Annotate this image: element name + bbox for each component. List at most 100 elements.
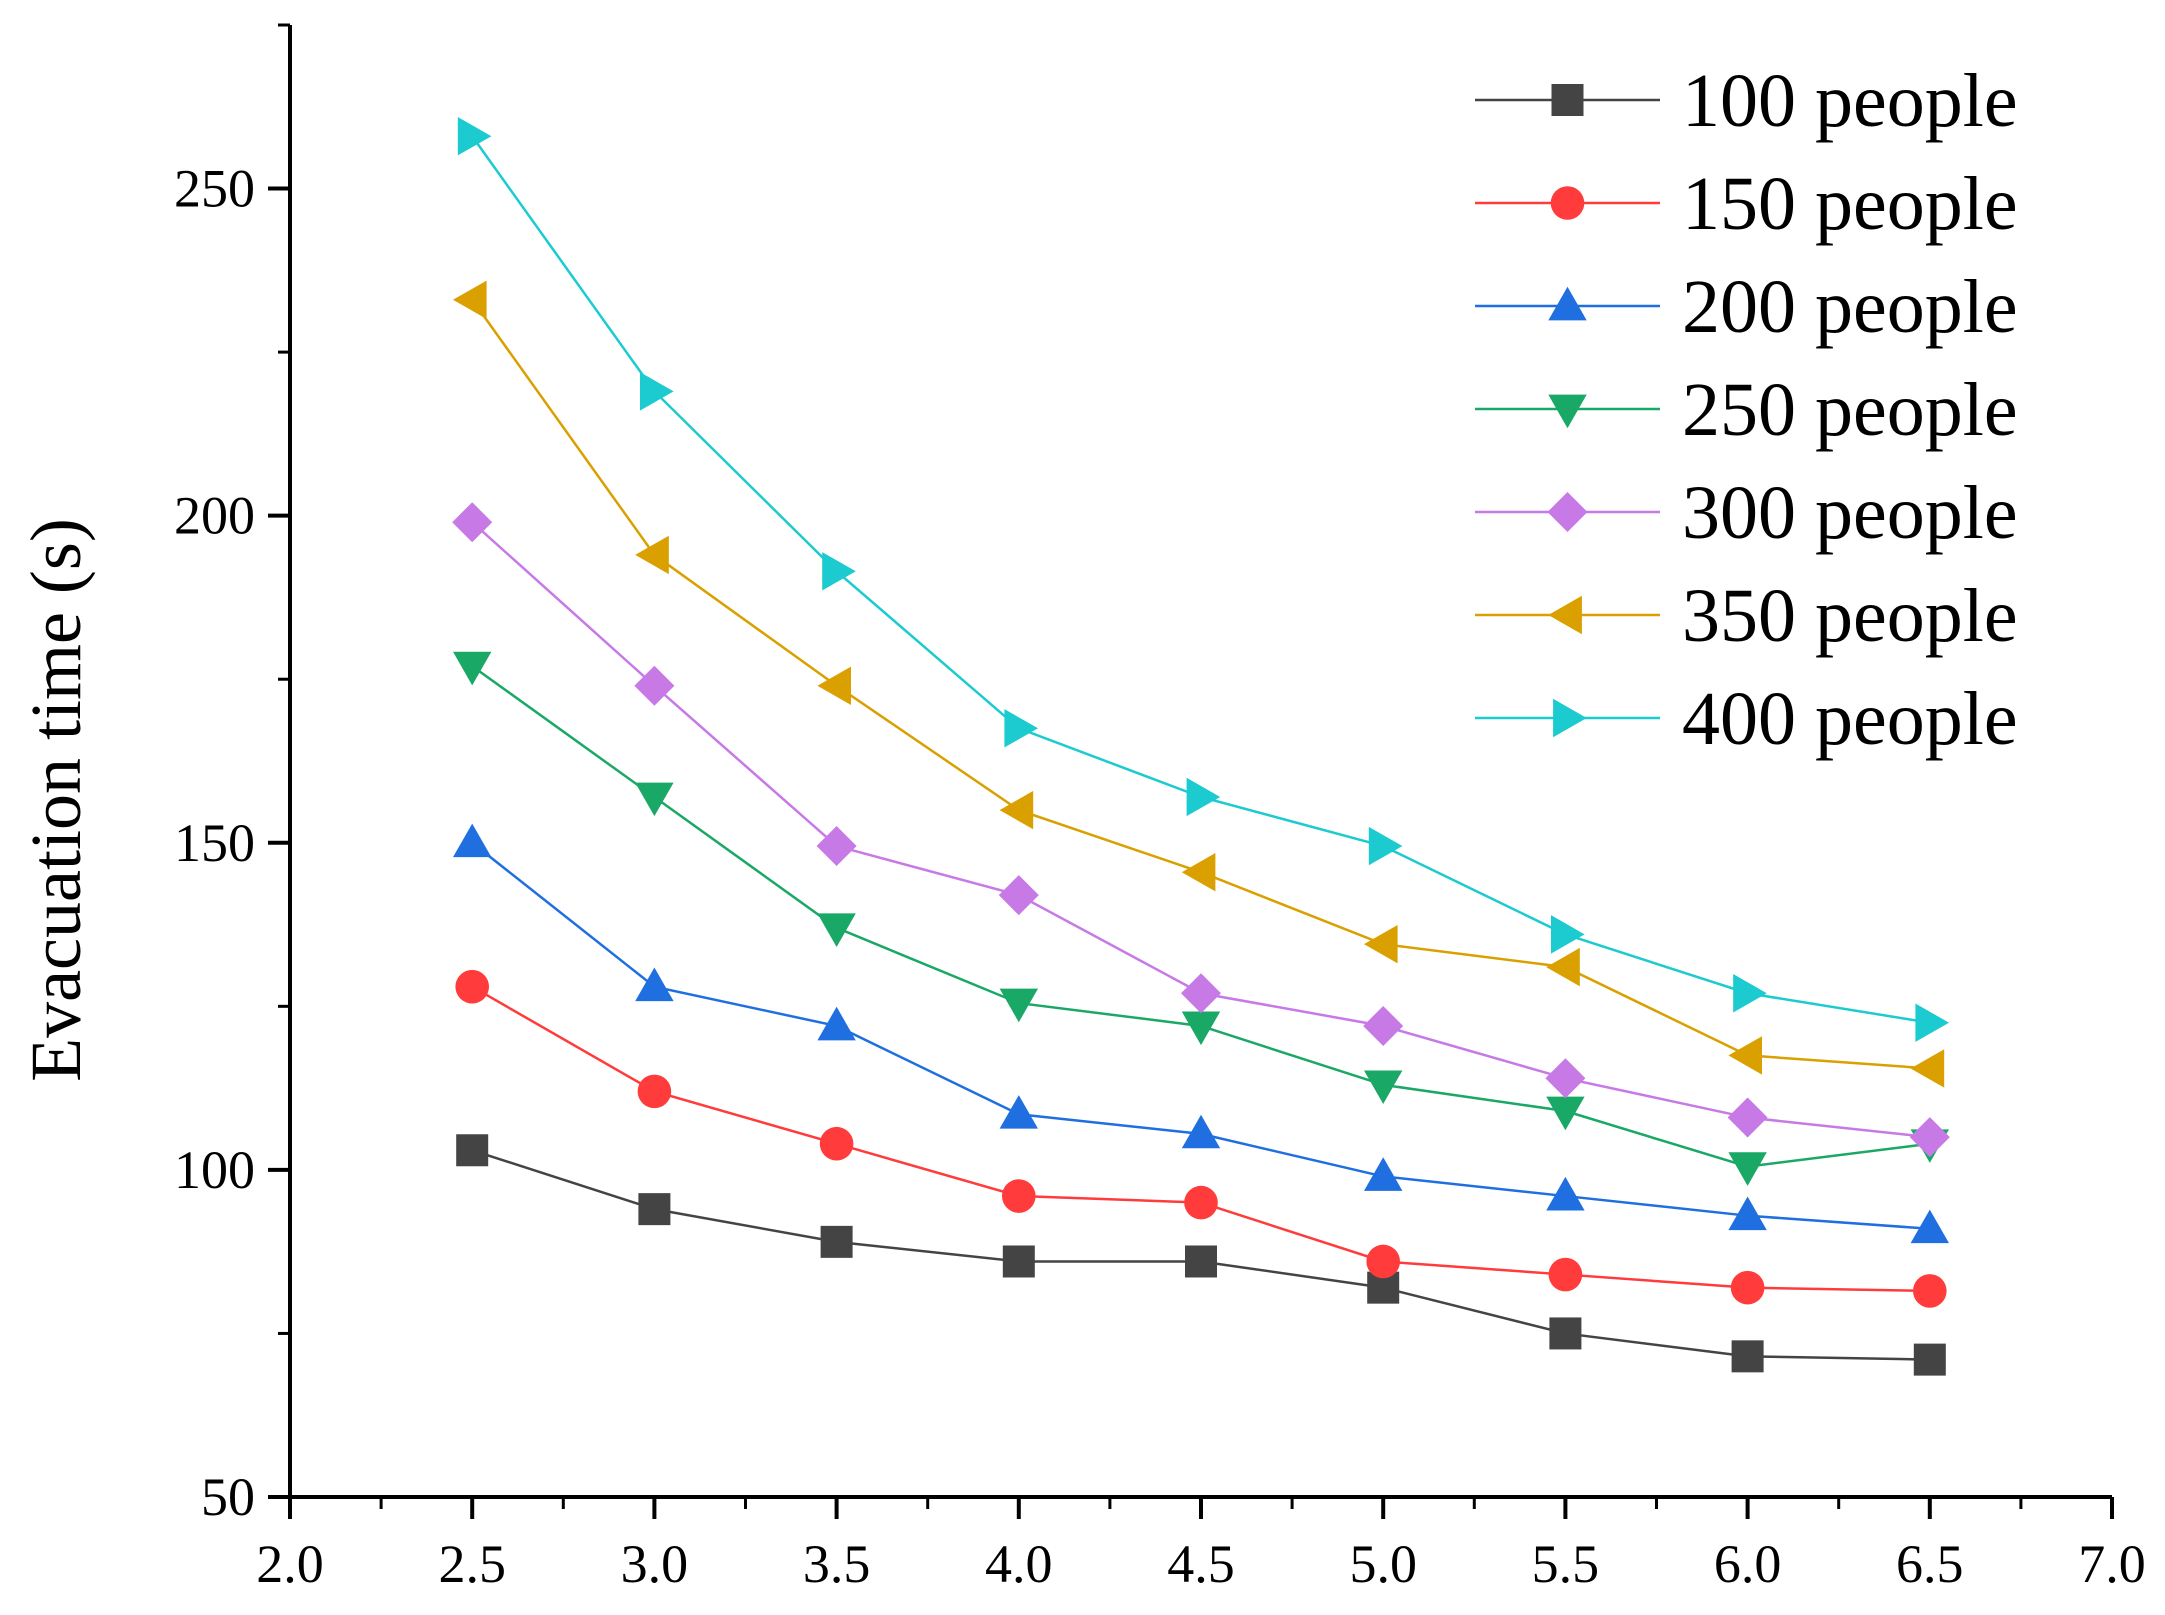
data-point bbox=[1002, 1245, 1035, 1278]
data-point bbox=[999, 790, 1034, 830]
legend-marker bbox=[1548, 595, 1582, 635]
data-point bbox=[1731, 1340, 1764, 1373]
data-point bbox=[1366, 1244, 1400, 1279]
data-point bbox=[817, 1006, 856, 1041]
legend-marker bbox=[1547, 492, 1588, 532]
data-point bbox=[820, 1225, 853, 1258]
axes: 2.0 2.5 3.0 3.5 4.0 4.5 5.0 5.5 6.0 6.5 7.0 50 100 15… bbox=[174, 23, 2146, 1594]
data-point bbox=[1733, 974, 1767, 1013]
y-tick-label: 100 bbox=[174, 1140, 255, 1200]
x-tick-label: 4.5 bbox=[1167, 1534, 1235, 1594]
data-point bbox=[1728, 1196, 1767, 1231]
data-point bbox=[635, 967, 674, 1002]
legend-item: 100 people bbox=[1475, 59, 2018, 143]
data-point bbox=[1002, 1179, 1036, 1213]
legend-marker bbox=[1550, 186, 1585, 220]
data-point bbox=[822, 552, 856, 591]
legend: 100 people 150 people 200 people 250 people… bbox=[1475, 59, 2018, 761]
legend-item: 200 people bbox=[1475, 265, 2018, 349]
data-point bbox=[1181, 1114, 1221, 1149]
legend-item: 400 people bbox=[1475, 677, 2018, 761]
data-point bbox=[1184, 1185, 1218, 1220]
data-point bbox=[1913, 1274, 1947, 1308]
data-point bbox=[816, 826, 857, 867]
data-point bbox=[1185, 1245, 1217, 1278]
data-point bbox=[1548, 1257, 1583, 1292]
data-point bbox=[640, 372, 674, 411]
data-point bbox=[634, 665, 675, 706]
data-point bbox=[998, 875, 1039, 916]
data-point bbox=[1545, 1058, 1586, 1099]
x-tick-label: 6.0 bbox=[1714, 1534, 1782, 1594]
legend-label: 350 people bbox=[1682, 574, 2018, 658]
data-point bbox=[1728, 1152, 1767, 1186]
y-tick-label: 150 bbox=[174, 813, 255, 873]
data-point bbox=[638, 1193, 671, 1226]
data-point bbox=[637, 1074, 672, 1109]
data-point bbox=[1727, 1097, 1768, 1138]
series-250-people bbox=[453, 651, 1949, 1186]
data-point bbox=[819, 1126, 854, 1161]
data-point bbox=[1546, 947, 1580, 987]
legend-label: 200 people bbox=[1682, 265, 2018, 349]
data-point bbox=[817, 666, 851, 705]
data-point bbox=[1728, 1036, 1762, 1075]
data-point bbox=[453, 651, 492, 686]
legend-item: 350 people bbox=[1475, 574, 2018, 658]
series-300-people bbox=[452, 502, 1950, 1158]
data-point bbox=[1546, 1176, 1585, 1211]
legend-marker bbox=[1548, 394, 1587, 429]
data-point bbox=[1546, 1096, 1585, 1131]
plot-area bbox=[452, 117, 1950, 1376]
data-point bbox=[1181, 973, 1221, 1014]
data-point bbox=[1909, 1117, 1950, 1158]
series-150-people bbox=[455, 969, 1947, 1308]
data-point bbox=[1364, 924, 1398, 964]
data-point bbox=[455, 969, 490, 1004]
data-point bbox=[1910, 1049, 1945, 1088]
y-tick-label: 200 bbox=[174, 486, 255, 546]
data-point bbox=[457, 117, 492, 156]
x-tick-label: 3.0 bbox=[621, 1534, 689, 1594]
data-point bbox=[1730, 1270, 1765, 1305]
legend-marker bbox=[1553, 698, 1587, 738]
data-point bbox=[456, 1134, 489, 1167]
legend-label: 400 people bbox=[1682, 677, 2018, 761]
data-point bbox=[453, 823, 492, 858]
x-tick-label: 2.0 bbox=[256, 1534, 324, 1594]
legend-label: 100 people bbox=[1682, 59, 2018, 143]
data-point bbox=[453, 280, 487, 319]
data-point bbox=[635, 782, 674, 817]
data-point bbox=[1186, 777, 1221, 817]
series-350-people bbox=[453, 280, 1945, 1088]
data-point bbox=[1368, 826, 1403, 866]
data-point bbox=[1364, 1157, 1403, 1191]
data-point bbox=[1910, 1209, 1949, 1244]
legend-item: 250 people bbox=[1475, 368, 2018, 452]
data-point bbox=[452, 502, 493, 543]
x-tick-label: 6.5 bbox=[1896, 1534, 1964, 1594]
series-400-people bbox=[457, 117, 1949, 1042]
data-point bbox=[1551, 915, 1585, 954]
x-tick-label: 4.0 bbox=[985, 1534, 1053, 1594]
data-point bbox=[635, 535, 669, 575]
legend-label: 150 people bbox=[1682, 162, 2018, 246]
data-point bbox=[1913, 1343, 1946, 1376]
data-point bbox=[1004, 709, 1038, 748]
x-tick-label: 2.5 bbox=[438, 1534, 506, 1594]
data-point bbox=[817, 913, 856, 948]
data-point bbox=[1549, 1317, 1582, 1350]
data-point bbox=[1363, 1005, 1404, 1046]
legend-label: 300 people bbox=[1682, 471, 2018, 555]
data-point bbox=[1181, 853, 1216, 892]
y-tick-label: 50 bbox=[201, 1467, 255, 1527]
legend-item: 300 people bbox=[1475, 471, 2018, 555]
legend-marker bbox=[1551, 84, 1584, 116]
y-tick-label: 250 bbox=[174, 159, 255, 219]
x-tick-label: 5.5 bbox=[1532, 1534, 1600, 1594]
series-100-people bbox=[456, 1134, 1946, 1376]
x-tick-label: 3.5 bbox=[803, 1534, 871, 1594]
legend-item: 150 people bbox=[1475, 162, 2018, 246]
data-point bbox=[999, 988, 1038, 1023]
